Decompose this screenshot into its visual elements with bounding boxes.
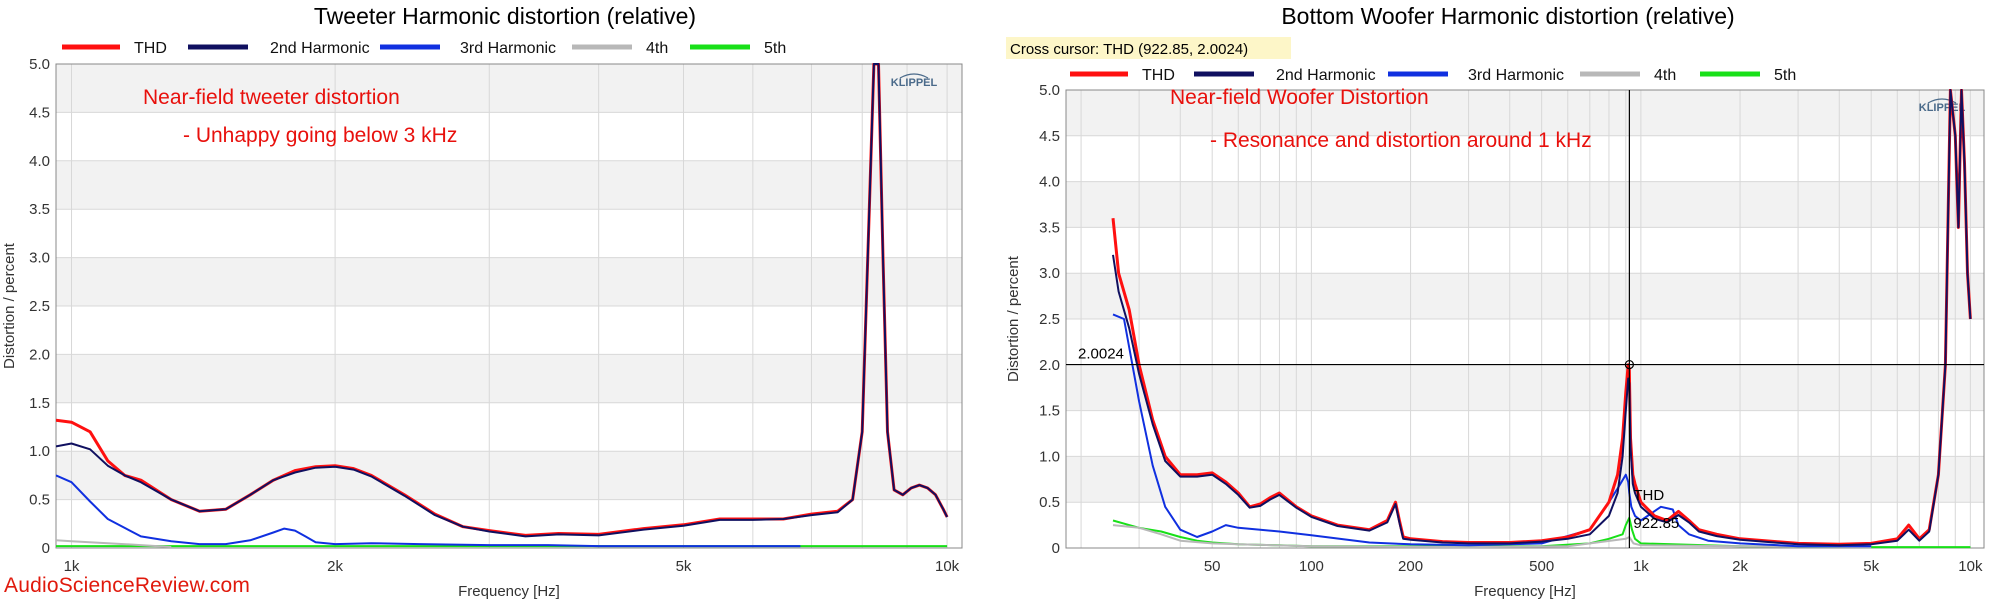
plot-band [1066, 273, 1984, 319]
plot-band [1066, 90, 1984, 136]
chart-title: Tweeter Harmonic distortion (relative) [314, 3, 696, 29]
series-line-2nd-harmonic [56, 63, 948, 538]
legend-item-1[interactable]: THD [1070, 67, 1175, 84]
series-line-4th [1112, 524, 1872, 549]
y-tick-label: 3.5 [1039, 219, 1060, 236]
plot-frame [1065, 89, 1985, 549]
plot-band [56, 257, 962, 306]
x-tick-label: 1k [64, 558, 80, 575]
x-tick-label: 10k [1958, 558, 1983, 575]
legend-label: 3rd Harmonic [460, 40, 556, 57]
y-tick-label: 0.5 [1039, 494, 1060, 511]
legend-item-2[interactable]: 2nd Harmonic [188, 40, 370, 57]
legend-label: 2nd Harmonic [1276, 67, 1376, 84]
legend-label: 3rd Harmonic [1468, 67, 1564, 84]
y-tick-label: 4.0 [29, 153, 50, 170]
klippel-logo-arc [1927, 98, 1957, 104]
x-tick-label: 5k [1863, 558, 1879, 575]
chart-1: Tweeter Harmonic distortion (relative) 0 0… [1, 3, 963, 600]
cursor-readout: Cross cursor: THD (922.85, 2.0024) [1010, 41, 1248, 58]
legend-item-5[interactable]: 5th [1700, 67, 1796, 84]
x-tick-label: 5k [676, 558, 692, 575]
chart-title: Bottom Woofer Harmonic distortion (relat… [1281, 3, 1734, 29]
y-tick-label: 0 [1052, 540, 1060, 557]
legend-label: 4th [1654, 67, 1676, 84]
cursor-readout-box [1006, 37, 1291, 59]
y-tick-label: 3.0 [29, 250, 50, 267]
y-tick-label: 3.0 [1039, 265, 1060, 282]
plot-band [1066, 364, 1984, 411]
y-tick-label: 3.5 [29, 201, 50, 218]
annotation-text: - Resonance and distortion around 1 kHz [1210, 129, 1592, 152]
cursor-x-label: 922.85 [1633, 515, 1679, 532]
plot-band [56, 451, 962, 500]
y-axis-label: Distortion / percent [1005, 255, 1022, 382]
legend-item-3[interactable]: 3rd Harmonic [380, 40, 556, 57]
plot-frame [55, 63, 963, 549]
x-axis-label: Frequency [Hz] [1474, 583, 1576, 600]
site-watermark: AudioScienceReview.com [4, 574, 251, 597]
x-tick-label: 2k [327, 558, 343, 575]
y-tick-label: 1.5 [29, 395, 50, 412]
legend-item-4[interactable]: 4th [572, 40, 668, 57]
y-tick-label: 5.0 [1039, 82, 1060, 99]
legend-label: 5th [1774, 67, 1796, 84]
y-axis-label: Distortion / percent [1, 242, 18, 369]
plot-band [1066, 181, 1984, 228]
legend-item-5[interactable]: 5th [690, 40, 786, 57]
y-tick-label: 2.5 [29, 298, 50, 315]
klippel-logo: KLIPPEL [1919, 98, 1966, 114]
y-tick-label: 2.0 [1039, 357, 1060, 374]
klippel-logo-text: KLIPPEL [1919, 102, 1966, 114]
plot-band [56, 354, 962, 403]
x-tick-label: 100 [1299, 558, 1324, 575]
y-tick-label: 0.5 [29, 492, 50, 509]
klippel-logo-arc [899, 73, 929, 79]
x-tick-label: 50 [1204, 558, 1221, 575]
plot-band [56, 160, 962, 210]
y-tick-label: 5.0 [29, 56, 50, 73]
series-line-thd [1111, 89, 1972, 546]
cursor-y-label: 2.0024 [1078, 346, 1124, 363]
cursor-marker[interactable] [1624, 359, 1634, 370]
x-tick-label: 2k [1732, 558, 1748, 575]
x-tick-label: 500 [1529, 558, 1554, 575]
plot-band [1066, 456, 1984, 503]
y-tick-label: 0 [42, 540, 50, 557]
legend-item-1[interactable]: THD [62, 40, 167, 57]
klippel-logo: KLIPPEL [891, 73, 938, 89]
cursor-series-label: THD [1633, 487, 1664, 504]
legend-label: 5th [764, 40, 786, 57]
y-tick-label: 1.0 [29, 443, 50, 460]
legend-item-2[interactable]: 2nd Harmonic [1194, 67, 1376, 84]
x-axis-label: Frequency [Hz] [458, 583, 560, 600]
y-tick-label: 2.5 [1039, 311, 1060, 328]
legend-item-4[interactable]: 4th [1580, 67, 1676, 84]
y-tick-label: 4.0 [1039, 174, 1060, 191]
y-tick-label: 1.5 [1039, 403, 1060, 420]
series-line-2nd-harmonic [1112, 89, 1972, 547]
y-tick-label: 2.0 [29, 346, 50, 363]
legend-item-3[interactable]: 3rd Harmonic [1388, 67, 1564, 84]
x-tick-label: 200 [1398, 558, 1423, 575]
series-line-3rd-harmonic [1112, 313, 1872, 548]
annotation-text: - Unhappy going below 3 kHz [183, 124, 457, 147]
legend-label: 4th [646, 40, 668, 57]
legend-label: THD [1142, 67, 1175, 84]
series-line-4th [56, 539, 172, 548]
legend-label: THD [134, 40, 167, 57]
y-tick-label: 4.5 [1039, 128, 1060, 145]
series-line-3rd-harmonic [56, 474, 801, 548]
legend-label: 2nd Harmonic [270, 40, 370, 57]
klippel-logo-text: KLIPPEL [891, 77, 938, 89]
annotation-text: Near-field tweeter distortion [143, 86, 400, 109]
chart-2: Bottom Woofer Harmonic distortion (relat… [1005, 3, 1985, 600]
y-tick-label: 4.5 [29, 104, 50, 121]
x-tick-label: 1k [1633, 558, 1649, 575]
annotation-text: Near-field Woofer Distortion [1170, 86, 1429, 109]
y-tick-label: 1.0 [1039, 448, 1060, 465]
x-tick-label: 10k [935, 558, 960, 575]
